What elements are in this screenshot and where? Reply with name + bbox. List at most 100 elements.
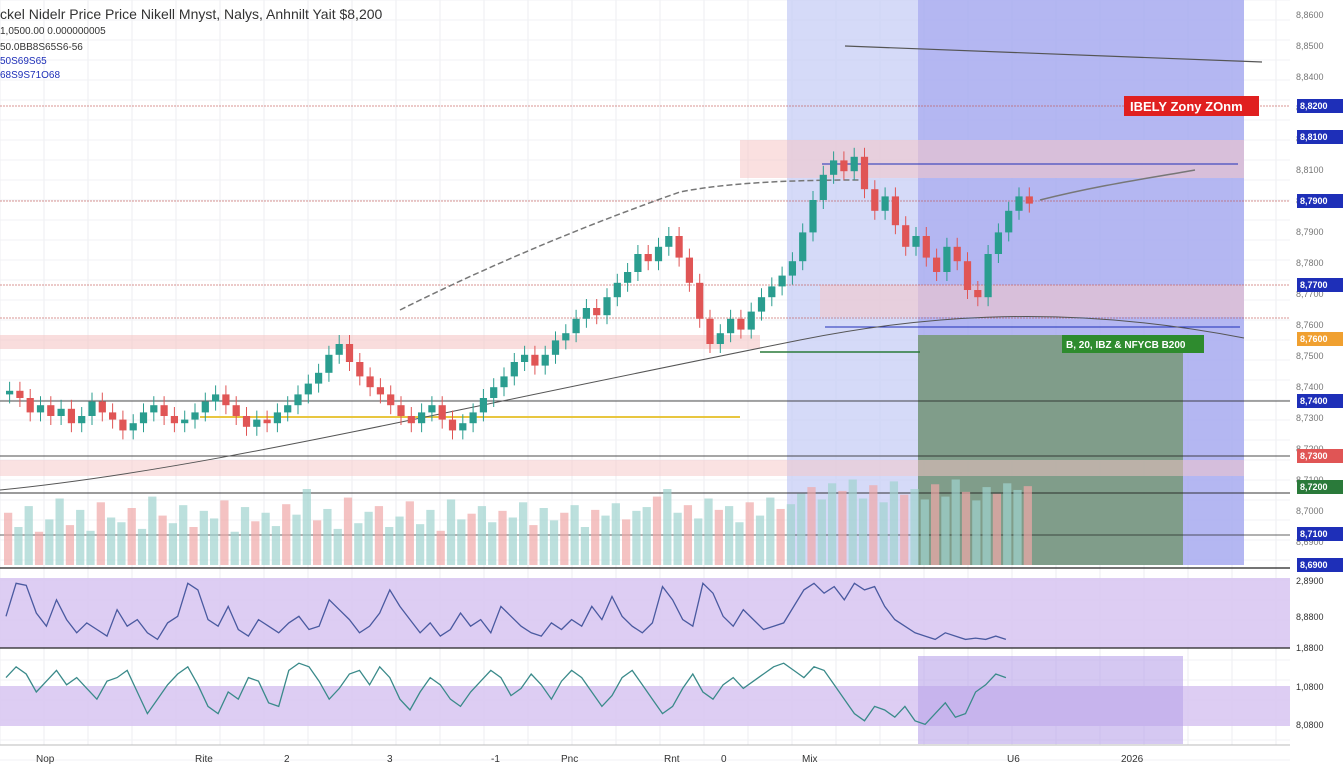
candle-body — [891, 196, 900, 226]
volume-bar — [879, 502, 888, 565]
y-axis-tick-label: 8,7900 — [1296, 227, 1324, 237]
volume-bar — [529, 525, 538, 565]
candle-body — [685, 257, 694, 283]
volume-bar — [611, 503, 620, 565]
candle-body — [562, 333, 570, 341]
volume-bar — [405, 501, 414, 565]
candle-body — [469, 412, 477, 424]
candle-body — [284, 405, 292, 413]
candle-body — [232, 405, 240, 416]
candle-body — [768, 286, 776, 298]
volume-bar — [282, 504, 291, 565]
y-axis-tick-label: 8,8600 — [1296, 10, 1324, 20]
volume-bar — [416, 524, 425, 565]
volume-bar — [158, 515, 167, 565]
candle-body — [242, 416, 251, 427]
volume-bar — [745, 502, 754, 565]
candle-body — [78, 416, 86, 424]
volume-bar — [271, 526, 281, 565]
volume-bar — [508, 517, 517, 565]
volume-bar — [261, 512, 270, 565]
right-axis-bg — [1290, 0, 1344, 768]
candle-body — [57, 408, 65, 416]
candle-body — [572, 318, 580, 334]
candle-body — [593, 308, 601, 316]
candle-body — [139, 412, 148, 424]
candle-body — [994, 232, 1003, 254]
candle-body — [881, 196, 889, 211]
header-line-2: 50.0BB8S65S6-56 — [0, 42, 83, 53]
candle-body — [448, 419, 457, 431]
volume-bar — [539, 508, 548, 565]
volume-bar — [477, 506, 487, 565]
candle-body — [871, 189, 879, 211]
x-axis-tick-label: -1 — [491, 754, 500, 765]
volume-bar — [591, 509, 600, 565]
volume-bar — [694, 518, 703, 565]
candle-body — [665, 236, 673, 247]
volume-bar — [920, 499, 929, 565]
candle-body — [253, 419, 261, 427]
volume-bar — [869, 485, 878, 565]
volume-bar — [673, 512, 682, 565]
candle-body — [356, 362, 364, 377]
volume-bar — [220, 500, 229, 565]
candle-body — [1025, 196, 1033, 204]
volume-bar — [137, 528, 147, 565]
volume-bar — [601, 515, 610, 565]
volume-bar — [65, 525, 75, 565]
price-tag-label: 8,7200 — [1300, 482, 1328, 492]
volume-bar — [519, 502, 528, 565]
candle-body — [500, 376, 508, 388]
y-axis-tick-label: 8,8100 — [1296, 165, 1324, 175]
volume-bar — [1023, 486, 1032, 565]
candle-body — [129, 423, 137, 431]
candle-body — [634, 254, 642, 272]
oscillator-2-line — [5, 662, 1007, 726]
price-tag — [1297, 194, 1343, 208]
candle-body — [788, 261, 797, 276]
candle-body — [109, 412, 117, 420]
y-axis-tick-label: 8,8500 — [1296, 41, 1324, 51]
price-tag-label: 8,7600 — [1300, 334, 1328, 344]
candle-body — [376, 387, 385, 395]
band-red-low — [0, 460, 1244, 476]
y-axis-tick-label: 8,7500 — [1296, 351, 1324, 361]
band-red-mid — [820, 285, 1244, 317]
volume-bar — [1003, 483, 1012, 565]
candle-body — [490, 387, 498, 398]
candle-body — [551, 340, 560, 355]
candle-body — [943, 246, 951, 272]
candle-body — [922, 236, 930, 258]
volume-bar — [632, 510, 641, 565]
candle-body — [696, 282, 704, 319]
candle-body — [860, 156, 869, 190]
candle-body — [624, 272, 632, 283]
volume-bar — [725, 506, 734, 565]
oscillator-1-line — [5, 582, 1007, 641]
volume-bar — [982, 487, 991, 565]
volume-bar — [941, 496, 950, 565]
candle-body — [88, 401, 96, 416]
volume-bar — [549, 520, 559, 565]
volume-bar — [240, 507, 250, 565]
candle-body — [294, 394, 302, 406]
candle-body — [335, 344, 343, 355]
volume-bar — [498, 510, 507, 565]
candle-body — [757, 297, 766, 312]
moving-average — [0, 316, 1245, 491]
y-axis-tick-label: 8,8400 — [1296, 72, 1324, 82]
candle-body — [387, 394, 395, 406]
x-axis-tick-label: Pnc — [561, 754, 578, 765]
candle-body — [304, 383, 312, 395]
candle-body — [366, 376, 374, 388]
zone-label-green-box — [1062, 335, 1204, 353]
volume-bar — [457, 519, 466, 565]
volume-bar — [992, 493, 1002, 565]
price-tag — [1297, 278, 1343, 292]
volume-bar — [488, 522, 497, 565]
oscillator-axis-label: 2,8900 — [1296, 576, 1324, 586]
volume-bar — [910, 489, 919, 565]
y-axis-tick-label: 8,7800 — [1296, 258, 1324, 268]
